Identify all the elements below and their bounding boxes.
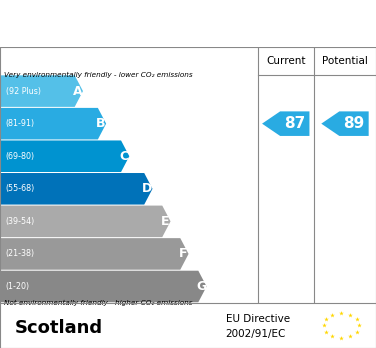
Polygon shape bbox=[1, 75, 83, 107]
Text: 87: 87 bbox=[284, 116, 305, 131]
Text: EU Directive: EU Directive bbox=[226, 314, 290, 324]
Polygon shape bbox=[1, 206, 171, 237]
Text: (55-68): (55-68) bbox=[6, 184, 35, 193]
Text: 2002/91/EC: 2002/91/EC bbox=[226, 329, 286, 339]
Text: (69-80): (69-80) bbox=[6, 152, 35, 161]
Text: Very environmentally friendly - lower CO₂ emissions: Very environmentally friendly - lower CO… bbox=[4, 72, 193, 78]
Text: (92 Plus): (92 Plus) bbox=[6, 87, 41, 96]
Text: Current: Current bbox=[266, 56, 306, 66]
Text: (39-54): (39-54) bbox=[6, 217, 35, 226]
Text: Not environmentally friendly - higher CO₂ emissions: Not environmentally friendly - higher CO… bbox=[4, 300, 192, 306]
Text: G: G bbox=[196, 280, 206, 293]
Text: (1-20): (1-20) bbox=[6, 282, 30, 291]
Text: D: D bbox=[142, 182, 152, 195]
Text: (21-38): (21-38) bbox=[6, 250, 35, 259]
Polygon shape bbox=[1, 173, 153, 205]
Text: B: B bbox=[96, 117, 106, 130]
Text: C: C bbox=[120, 150, 129, 163]
Text: E: E bbox=[161, 215, 170, 228]
Text: F: F bbox=[179, 247, 188, 260]
Polygon shape bbox=[1, 108, 106, 140]
Polygon shape bbox=[321, 111, 368, 136]
Polygon shape bbox=[1, 238, 188, 270]
Text: Potential: Potential bbox=[322, 56, 368, 66]
Polygon shape bbox=[1, 271, 206, 302]
Text: Scotland: Scotland bbox=[15, 319, 103, 337]
Text: 89: 89 bbox=[343, 116, 365, 131]
Text: Environmental Impact (CO₂) Rating: Environmental Impact (CO₂) Rating bbox=[38, 16, 338, 31]
Polygon shape bbox=[1, 141, 129, 172]
Text: A: A bbox=[73, 85, 82, 97]
Polygon shape bbox=[262, 111, 309, 136]
Text: (81-91): (81-91) bbox=[6, 119, 35, 128]
